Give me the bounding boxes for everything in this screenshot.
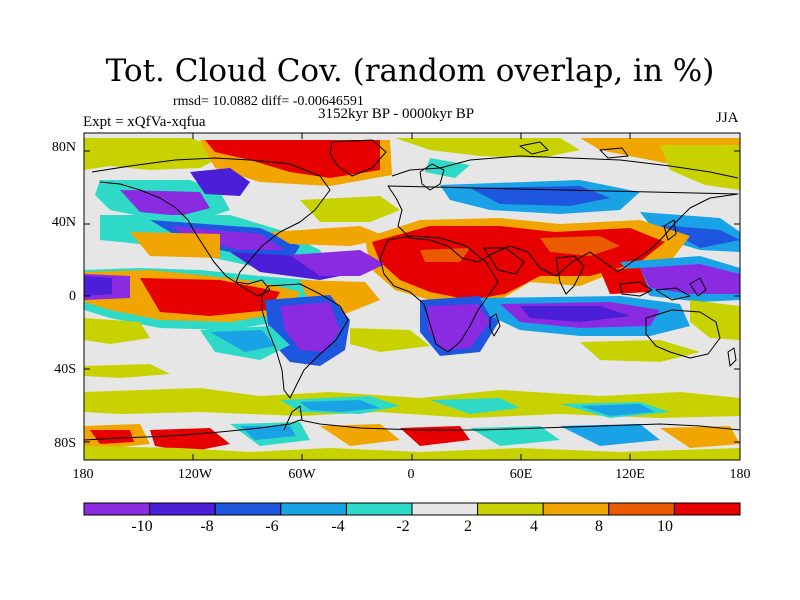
lat-tick-40n: 40N (51, 215, 76, 230)
lat-tick-80s: 80S (54, 436, 76, 451)
lat-tick-80n: 80N (51, 140, 76, 155)
colorbar-label: 4 (530, 518, 538, 535)
lat-tick-0: 0 (69, 289, 76, 304)
field-patch (210, 330, 275, 352)
field-patch (170, 226, 285, 250)
map-field (84, 133, 740, 460)
field-patch (84, 446, 740, 460)
field-patch (520, 306, 630, 322)
lon-tick-180w: 180 (72, 467, 94, 482)
field-patch (560, 424, 660, 446)
colorbar (83, 502, 741, 516)
field-patch (300, 400, 380, 412)
field-patch (400, 426, 470, 446)
colorbar-swatch (608, 502, 675, 516)
stats-label: rmsd= 10.0882 diff= -0.00646591 (173, 94, 364, 109)
colorbar-swatch (542, 502, 610, 516)
colorbar-label: -2 (396, 518, 410, 535)
field-patch (600, 268, 650, 294)
colorbar-label: -8 (200, 518, 214, 535)
field-patch (425, 158, 470, 178)
field-patch (430, 398, 520, 414)
colorbar-label: 2 (464, 518, 472, 535)
lon-tick-180e: 180 (729, 467, 751, 482)
colorbar-swatch (411, 502, 479, 516)
field-patch (84, 388, 740, 418)
field-patch (290, 250, 385, 276)
field-patch (205, 140, 380, 178)
field-patch (84, 138, 230, 170)
field-patch (690, 300, 740, 340)
field-patch (420, 248, 470, 262)
field-patch (150, 428, 230, 452)
lon-tick-120w: 120W (177, 467, 213, 482)
colorbar-label: 8 (595, 518, 603, 535)
field-patch (280, 302, 340, 352)
lon-tick-60w: 60W (288, 467, 316, 482)
colorbar-swatch (280, 502, 347, 516)
field-patch (84, 364, 170, 378)
experiment-label: Expt = xQfVa-xqfua (83, 114, 206, 130)
coastlines (84, 139, 740, 441)
lon-tick-60e: 60E (509, 467, 533, 482)
colorbar-label: -6 (265, 518, 279, 535)
field-patch (270, 226, 390, 246)
field-patch (580, 404, 655, 416)
field-patch (90, 430, 134, 444)
field-patch (580, 340, 700, 362)
colorbar-label: -10 (131, 518, 153, 535)
colorbar-swatch (673, 502, 741, 516)
field-patch (140, 278, 280, 316)
field-patch (350, 328, 430, 352)
field-patch (470, 426, 560, 446)
season-label: JJA (716, 110, 739, 126)
colorbar-swatch (214, 502, 282, 516)
colorbar-swatch (149, 502, 216, 516)
field-patch (130, 232, 220, 258)
field-patch (540, 236, 620, 256)
field-patch (84, 318, 150, 344)
map-ticks (84, 133, 740, 460)
lon-tick-120e: 120E (615, 467, 645, 482)
colorbar-swatch (477, 502, 544, 516)
colorbar-label: 10 (657, 518, 673, 535)
field-patch (428, 304, 490, 350)
field-patch (240, 426, 296, 440)
field-patch (120, 190, 210, 216)
colorbar-label: -4 (331, 518, 345, 535)
field-patch (660, 426, 740, 448)
field-patch (300, 196, 400, 222)
field-patch (660, 225, 740, 248)
field-patch (640, 264, 740, 294)
plot-title: Tot. Cloud Cov. (random overlap, in %) (105, 53, 715, 89)
lon-tick-0: 0 (407, 467, 415, 482)
field-patch (320, 424, 400, 446)
field-patch (660, 145, 740, 190)
colorbar-swatch (345, 502, 413, 516)
period-label: 3152kyr BP - 0000kyr BP (318, 106, 475, 122)
field-patch (470, 186, 610, 206)
lat-tick-40s: 40S (54, 362, 76, 377)
colorbar-swatch (83, 502, 151, 516)
field-patch (84, 276, 112, 296)
field-patch (190, 168, 250, 196)
